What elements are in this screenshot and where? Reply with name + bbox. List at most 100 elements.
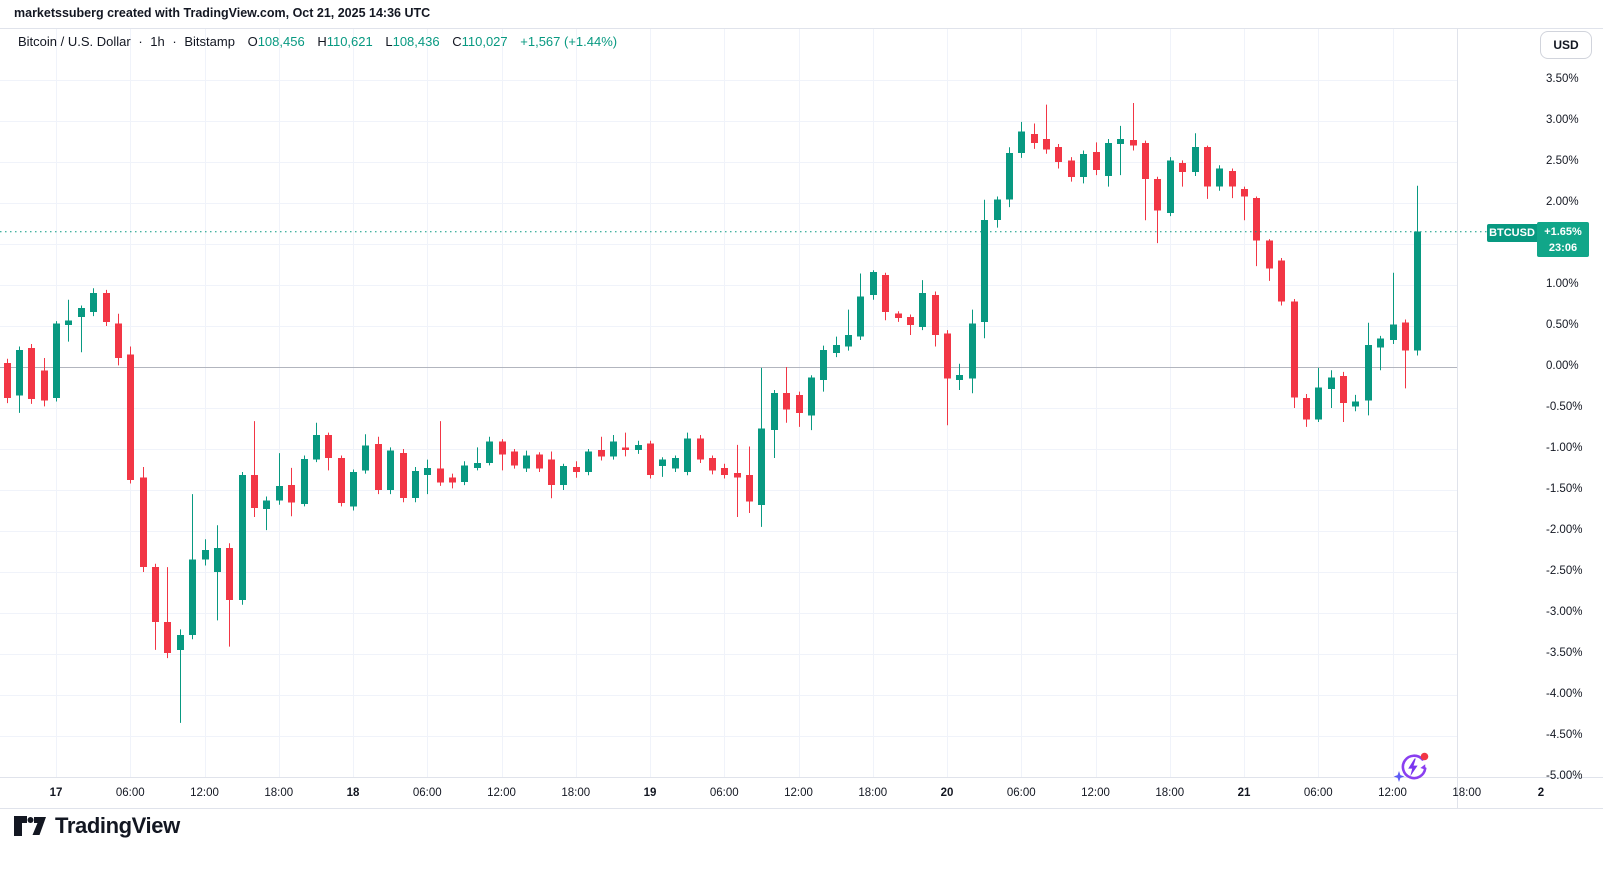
candle-body-down	[152, 567, 159, 623]
candle-body-down	[1179, 162, 1186, 172]
price-tick-label: 2.00%	[1546, 196, 1579, 208]
candle-body-down	[251, 475, 258, 509]
candle-body-down	[226, 548, 233, 600]
attribution-text: marketssuberg created with TradingView.c…	[14, 6, 431, 20]
candle-body-up	[1365, 344, 1372, 401]
close-group: C110,027	[452, 34, 507, 49]
candle-body-up	[177, 635, 184, 650]
candle-body-up	[919, 293, 926, 327]
candle-body-up	[1315, 387, 1322, 420]
chart-top-border	[0, 28, 1603, 29]
logo-dot	[27, 817, 34, 823]
candle-body-down	[548, 459, 555, 486]
candle-body-up	[474, 462, 481, 468]
candle-body-up	[870, 271, 877, 295]
separator-dot: ·	[172, 34, 177, 49]
candle-body-up	[808, 377, 815, 416]
candle-body-down	[721, 467, 728, 476]
price-tick-label: -0.50%	[1546, 401, 1583, 413]
high-group: H110,621	[317, 34, 372, 49]
refresh-arrowhead	[1420, 764, 1426, 770]
candle-body-up	[1018, 131, 1025, 153]
candle-body-up	[1216, 168, 1223, 187]
candle-body-down	[437, 468, 444, 483]
change-value: +1,567 (+1.44%)	[520, 34, 618, 49]
price-tick-label: 2.50%	[1546, 155, 1579, 167]
candle-body-up	[263, 500, 270, 509]
price-axis-border	[1457, 28, 1458, 808]
boost-refresh-icon[interactable]	[1394, 749, 1430, 787]
candle-body-down	[697, 438, 704, 460]
candle-body-down	[1130, 139, 1137, 146]
candle-body-up	[16, 349, 23, 396]
candle-body-up	[362, 445, 369, 471]
candle-body-down	[1303, 398, 1310, 420]
candle-body-up	[202, 549, 209, 560]
candle-body-down	[622, 447, 629, 450]
candle-body-down	[4, 362, 11, 399]
currency-toggle-button[interactable]: USD	[1540, 31, 1592, 59]
time-tick-label: 06:00	[412, 787, 442, 799]
time-tick-day-label: 18	[346, 787, 360, 799]
candle-body-down	[288, 485, 295, 503]
close-value: 110,027	[461, 34, 508, 49]
candle-body-up	[461, 465, 468, 482]
price-tick-label: 0.50%	[1546, 319, 1579, 331]
candle-body-up	[672, 458, 679, 469]
candle-body-up	[857, 296, 864, 337]
candle-body-down	[325, 435, 332, 459]
separator-dot: ·	[138, 34, 143, 49]
candle-body-down	[573, 467, 580, 472]
candle-body-up	[994, 199, 1001, 221]
candle-body-down	[140, 477, 147, 568]
time-axis-top-border	[0, 777, 1603, 778]
symbol-name[interactable]: Bitcoin / U.S. Dollar	[18, 34, 131, 49]
candle-body-up	[1006, 152, 1013, 200]
candle-body-up	[585, 451, 592, 472]
price-tick-label: 0.00%	[1546, 360, 1579, 372]
candle-body-up	[833, 344, 840, 354]
candle-body-up	[969, 323, 976, 379]
tradingview-logo[interactable]: TradingView	[14, 812, 180, 840]
time-tick-label: 06:00	[1303, 787, 1333, 799]
time-tick-label: 06:00	[709, 787, 739, 799]
lightning-bolt-icon	[1408, 758, 1418, 777]
bar-countdown: 23:06	[1548, 241, 1578, 254]
candle-body-down	[1229, 171, 1236, 187]
low-value: 108,436	[392, 34, 440, 49]
candle-body-down	[1142, 143, 1149, 180]
interval-label[interactable]: 1h	[150, 34, 165, 49]
candle-body-up	[771, 393, 778, 431]
open-value: 108,456	[257, 34, 305, 49]
candle-body-up	[560, 466, 567, 486]
candle-body-up	[350, 471, 357, 507]
time-tick-day-label: 19	[643, 787, 657, 799]
candle-body-up	[820, 349, 827, 381]
candle-body-up	[412, 471, 419, 499]
low-letter: L	[385, 34, 393, 49]
candle-body-up	[301, 458, 308, 504]
time-tick-day-label: 20	[940, 787, 954, 799]
candle-body-up	[1105, 143, 1112, 176]
candle-body-up	[276, 485, 283, 501]
logo-one	[14, 817, 26, 835]
candle-body-up	[189, 559, 196, 636]
candle-body-up	[523, 455, 530, 469]
candle-body-down	[1253, 198, 1260, 241]
price-tick-label: -1.50%	[1546, 483, 1583, 495]
time-tick-label: 06:00	[1006, 787, 1036, 799]
candle-body-down	[1402, 322, 1409, 351]
candle-body-up	[758, 428, 765, 505]
candle-body-down	[338, 458, 345, 504]
candle-body-down	[944, 333, 951, 379]
candle-body-down	[511, 451, 518, 466]
candle-body-down	[127, 354, 134, 481]
candle-body-down	[1340, 376, 1347, 404]
candle-body-up	[1117, 139, 1124, 144]
time-tick-day-label: 2	[1537, 787, 1545, 799]
candle-body-down	[1266, 240, 1273, 269]
candle-body-down	[895, 313, 902, 318]
candle-body-up	[659, 459, 666, 467]
